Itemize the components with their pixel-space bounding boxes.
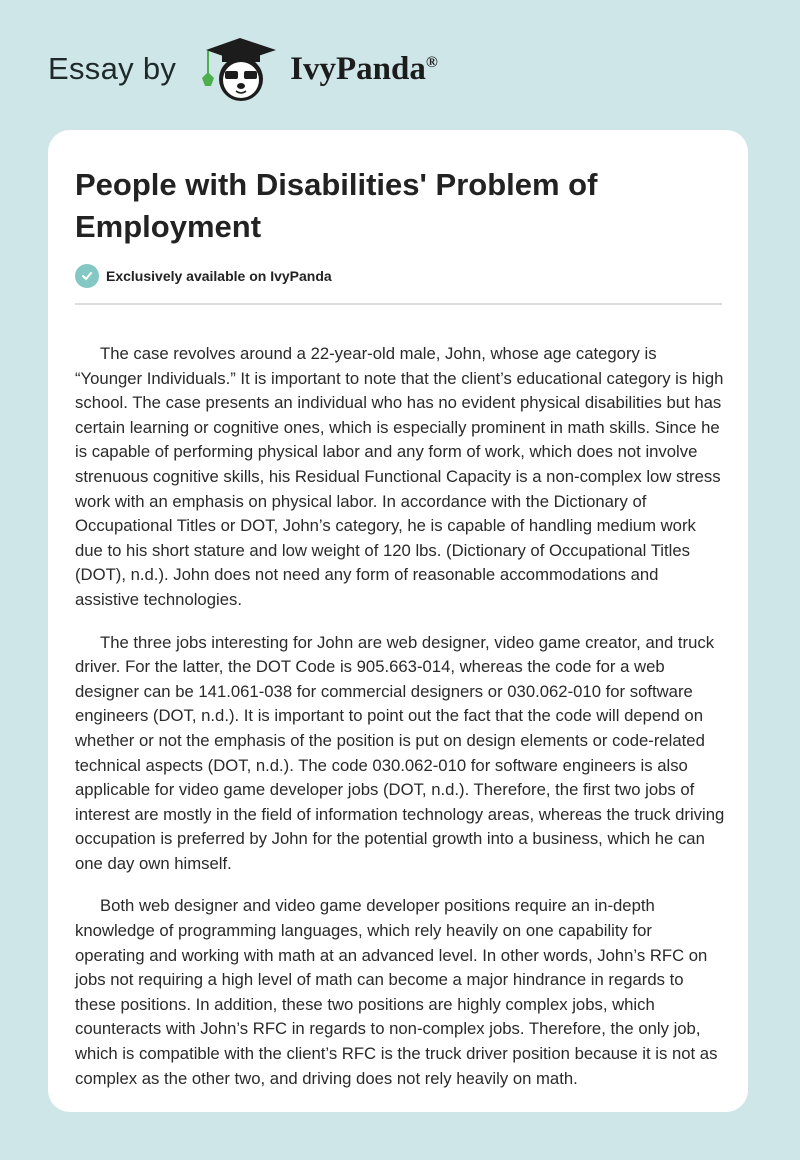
brand-name[interactable]: IvyPanda® — [290, 50, 438, 87]
site-header: Essay by IvyPanda® — [48, 34, 438, 104]
exclusive-badge: Exclusively available on IvyPanda — [75, 264, 332, 288]
badge-text: Exclusively available on IvyPanda — [106, 268, 332, 284]
essay-card: People with Disabilities' Problem of Emp… — [48, 130, 748, 1112]
paragraph: The three jobs interesting for John are … — [75, 632, 725, 873]
panda-graduate-icon[interactable] — [196, 34, 282, 104]
paragraph: Both web designer and video game develop… — [75, 896, 718, 1088]
page-title: People with Disabilities' Problem of Emp… — [75, 167, 598, 244]
essay-body: The case revolves around a 22-year-old m… — [75, 342, 725, 1109]
paragraph: The case revolves around a 22-year-old m… — [75, 344, 724, 609]
divider — [75, 303, 722, 305]
essay-by-label: Essay by — [48, 51, 177, 86]
check-icon — [75, 264, 99, 288]
